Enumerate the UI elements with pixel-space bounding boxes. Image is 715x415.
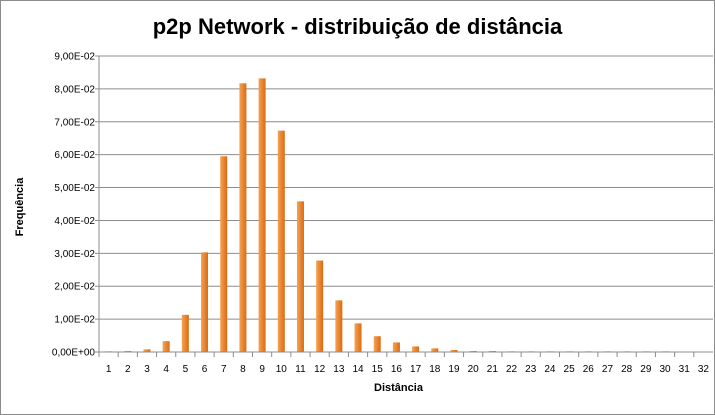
y-tick-label: 0,00E+00: [52, 348, 96, 359]
y-tick-label: 6,00E-02: [54, 150, 95, 161]
x-tick-label: 26: [583, 364, 595, 375]
bar: [450, 350, 458, 352]
x-tick-label: 5: [183, 364, 189, 375]
x-tick-labels: 1 2 3 4 5 6 7 8 9 10 11 12 13 14 15 16 17 18 19 20 21 22 23 24 2…: [106, 364, 710, 375]
x-tick-label: 31: [679, 364, 691, 375]
x-tick-label: 24: [544, 364, 556, 375]
bars: [105, 78, 669, 352]
bar: [181, 314, 189, 352]
x-tick-label: 13: [333, 364, 345, 375]
y-tick-label: 2,00E-02: [54, 282, 95, 293]
y-tick-label: 4,00E-02: [54, 216, 95, 227]
x-tick-label: 4: [163, 364, 169, 375]
bar: [143, 349, 151, 352]
x-tick-label: 18: [429, 364, 441, 375]
x-tick-label: 9: [259, 364, 265, 375]
y-tick-labels: 0,00E+00 1,00E-02 2,00E-02 3,00E-02 4,00E-02…: [52, 52, 96, 359]
axes: [98, 56, 713, 353]
chart-title: p2p Network - distribuição de distância: [152, 14, 563, 39]
x-tick-label: 2: [125, 364, 131, 375]
x-tick-label: 25: [564, 364, 576, 375]
y-tick-label: 3,00E-02: [54, 249, 95, 260]
bar: [316, 260, 324, 352]
bar: [258, 78, 266, 352]
y-tick-label: 1,00E-02: [54, 315, 95, 326]
y-tick-label: 7,00E-02: [54, 117, 95, 128]
bar: [412, 346, 420, 352]
y-tick-label: 8,00E-02: [54, 84, 95, 95]
x-tick-label: 30: [659, 364, 671, 375]
bar: [335, 300, 343, 352]
x-tick-label: 11: [295, 364, 306, 375]
bar: [392, 342, 400, 352]
x-tick-label: 8: [240, 364, 246, 375]
bar: [373, 336, 381, 352]
x-tick-label: 10: [276, 364, 288, 375]
x-tick-label: 19: [448, 364, 460, 375]
bar: [431, 348, 439, 352]
x-axis-label: Distância: [374, 382, 423, 394]
x-tick-label: 12: [314, 364, 326, 375]
bar: [239, 83, 247, 352]
x-tick-label: 15: [372, 364, 384, 375]
x-tick-label: 21: [487, 364, 499, 375]
bar: [201, 252, 209, 352]
y-tick-label: 9,00E-02: [54, 52, 95, 63]
x-tick-label: 22: [506, 364, 518, 375]
bar: [354, 323, 362, 352]
x-tick-label: 3: [144, 364, 150, 375]
x-tick-label: 23: [525, 364, 537, 375]
x-tick-label: 7: [221, 364, 227, 375]
x-tick-label: 6: [202, 364, 208, 375]
bar: [162, 341, 170, 352]
bar: [296, 201, 304, 352]
bar: [277, 130, 285, 352]
x-tick-label: 32: [698, 364, 710, 375]
x-tick-label: 29: [640, 364, 652, 375]
gridlines: [95, 55, 713, 357]
x-tick-label: 1: [106, 364, 112, 375]
x-tick-label: 27: [602, 364, 614, 375]
x-tick-label: 14: [352, 364, 364, 375]
y-tick-label: 5,00E-02: [54, 183, 95, 194]
x-tick-label: 17: [410, 364, 422, 375]
x-tick-label: 16: [391, 364, 403, 375]
bar: [220, 156, 228, 352]
x-tick-label: 28: [621, 364, 633, 375]
x-tick-label: 20: [468, 364, 480, 375]
